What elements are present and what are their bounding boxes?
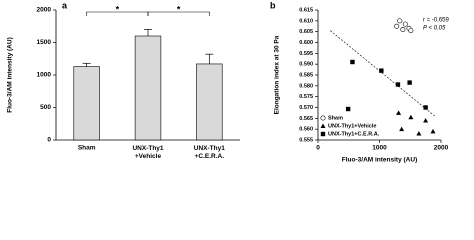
point: [408, 28, 414, 34]
y-axis-label: Fluo-3/AM intensity (AU): [7, 37, 14, 112]
legend-marker: [320, 123, 326, 128]
y-tick-label: 1500: [37, 39, 52, 46]
point: [350, 59, 355, 65]
x-tick-label: UNX-Thy1 +C.E.R.A.: [194, 145, 225, 160]
y-tick-label: 2000: [37, 7, 52, 14]
y-tick-label: 0.565: [299, 116, 313, 122]
point: [396, 110, 402, 115]
legend-label: UNX-Thy1+C.E.R.A.: [328, 131, 380, 137]
point: [379, 68, 384, 73]
stat-annotation: r = -0.659: [423, 18, 450, 24]
bar: [196, 63, 223, 141]
x-tick-label: 1000: [372, 145, 387, 152]
y-tick-label: 0.580: [299, 83, 313, 89]
x-tick-label: 0: [316, 145, 320, 152]
x-tick-label: 2000: [434, 145, 449, 152]
y-tick-label: 0.605: [299, 29, 313, 35]
y-tick-label: 0: [47, 137, 51, 144]
point: [400, 26, 406, 32]
y-tick-label: 0.560: [299, 127, 313, 133]
figure: a Fluo-3/AM intensity (AU) 0 500 1000 1500 200…: [7, 0, 450, 164]
y-tick-label: 0.575: [299, 94, 313, 100]
point: [397, 18, 403, 24]
point: [423, 105, 428, 110]
y-tick-label: 0.555: [299, 137, 313, 143]
point: [408, 114, 414, 120]
point: [395, 82, 401, 87]
y-tick-label: 0.610: [299, 18, 313, 24]
y-tick-label: 500: [40, 104, 51, 111]
point: [423, 118, 429, 123]
y-axis-label: Elongation index at 30 Pa: [274, 35, 281, 114]
panel-label: b: [270, 0, 276, 10]
legend-marker: [320, 115, 326, 121]
y-tick-label: 0.615: [299, 7, 313, 13]
x-axis-label: Fluo-3/AM intensity (AU): [342, 157, 417, 164]
x-tick-label: Sham: [78, 145, 96, 152]
y-tick-label: 0.570: [299, 105, 313, 111]
bar: [73, 66, 100, 141]
point: [394, 23, 400, 29]
x-tick-label: UNX-Thy1 +Vehicle: [132, 145, 163, 160]
legend-marker: [320, 131, 326, 137]
y-tick-label: 0.585: [299, 72, 313, 78]
point: [399, 126, 405, 132]
point: [416, 131, 422, 136]
legend-label: UNX-Thy1+Vehicle: [328, 123, 376, 129]
point: [430, 128, 436, 134]
significance-bracket: [147, 11, 210, 16]
stat-annotation: P < 0.05: [423, 26, 446, 32]
panel-label: a: [62, 0, 68, 10]
bar: [134, 35, 162, 141]
point: [407, 80, 412, 85]
y-tick-label: 0.595: [299, 51, 313, 57]
trend-line: [330, 30, 436, 117]
legend-label: Sham: [328, 115, 343, 121]
significance-star: *: [177, 4, 181, 14]
significance-star: *: [116, 4, 120, 14]
y-tick-label: 1000: [37, 72, 52, 79]
point: [402, 21, 408, 27]
y-tick-label: 0.590: [299, 62, 313, 68]
point: [345, 106, 351, 112]
y-tick-label: 0.600: [299, 40, 313, 46]
